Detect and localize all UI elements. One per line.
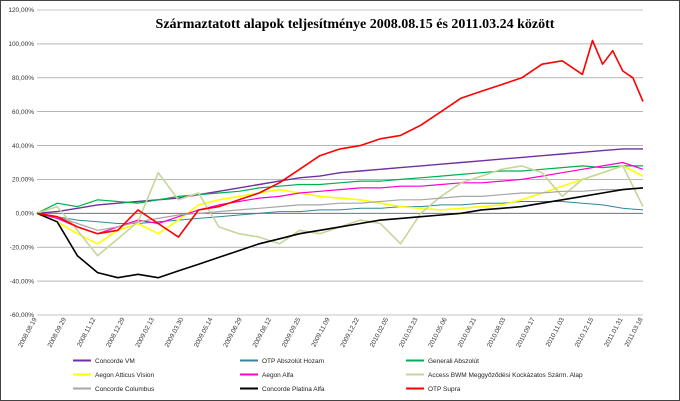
legend-label: OTP Supra — [428, 386, 461, 393]
y-tick-label: 40,00% — [12, 143, 34, 150]
legend-label: Concorde Columbus — [95, 386, 155, 393]
y-tick-label: 0,00% — [16, 211, 35, 218]
chart-title: Származtatott alapok teljesítménye 2008.… — [156, 17, 555, 32]
legend-label: Aegon Alfa — [262, 372, 294, 379]
series-line-6 — [36, 187, 644, 231]
y-tick-label: 60,00% — [12, 109, 34, 116]
y-tick-label: 20,00% — [12, 177, 34, 184]
legend-label: Concorde Platina Alfa — [262, 386, 325, 393]
legend-label: OTP Abszolút Hozam — [262, 358, 324, 365]
y-tick-label: 120,00% — [8, 7, 34, 14]
series-line-0 — [36, 148, 643, 214]
legend-label: Concorde VM — [95, 358, 135, 365]
y-tick-label: 80,00% — [12, 75, 34, 82]
y-tick-label: -60,00% — [10, 312, 34, 319]
series-line-8 — [36, 39, 644, 238]
legend-label: Access BWM Meggyőződési Kockázatos Szárm… — [428, 372, 583, 379]
legend-label: Generali Abszolút — [428, 358, 479, 365]
y-tick-label: 100,00% — [8, 41, 34, 48]
y-axis: 120,00% 100,00% 80,00% 60,00% 40,00% 20,00% 0,… — [8, 7, 34, 319]
legend: Concorde VM OTP Abszolút Hozam Generali Ab… — [73, 358, 583, 393]
y-tick-label: -40,00% — [10, 278, 34, 285]
series-line-2 — [36, 165, 643, 214]
series-line-7 — [36, 187, 644, 279]
legend-label: Aegon Atticus Vision — [95, 372, 155, 379]
y-tick-label: -20,00% — [10, 244, 34, 251]
plot-area — [36, 39, 644, 279]
